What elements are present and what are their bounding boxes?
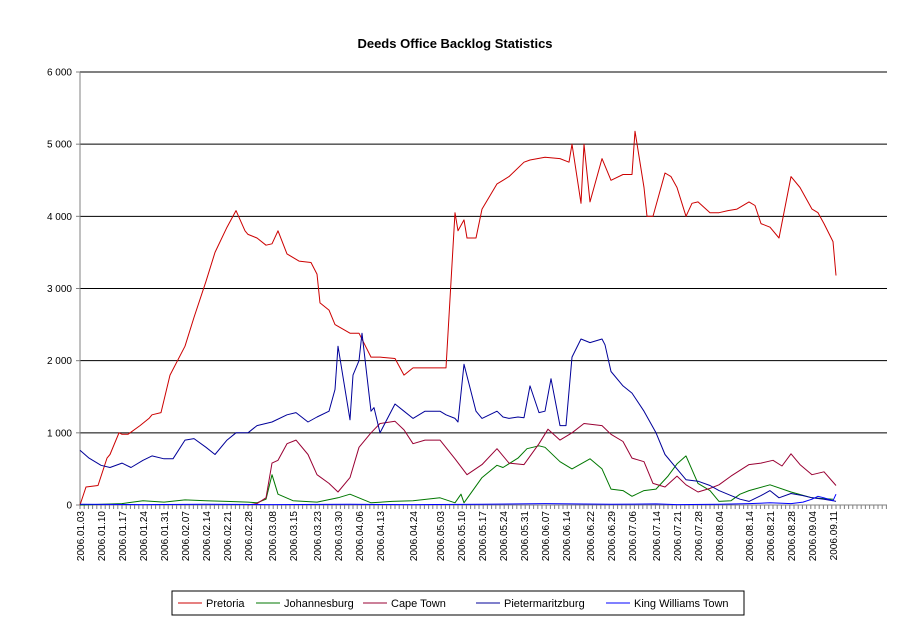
x-tick-label: 2006.05.31 xyxy=(520,511,531,561)
legend-label-pietermaritzburg: Pietermaritzburg xyxy=(504,598,585,610)
x-tick-label: 2006.06.22 xyxy=(586,511,597,561)
x-tick-label: 2006.03.30 xyxy=(334,511,345,561)
x-axis-tick-labels: 2006.01.03 2006.01.10 2006.01.17 2006.01.24… xyxy=(76,511,840,561)
x-tick-label: 2006.08.04 xyxy=(715,511,726,561)
x-tick-label: 2006.07.14 xyxy=(652,511,663,561)
x-tick-label: 2006.04.13 xyxy=(376,511,387,561)
x-tick-label: 2006.08.28 xyxy=(787,511,798,561)
y-tick-label: 4 000 xyxy=(47,212,72,223)
x-tick-label: 2006.01.10 xyxy=(97,511,108,561)
series-line-cape-town xyxy=(247,420,837,506)
y-tick-label: 1 000 xyxy=(47,428,72,439)
y-tick-label: 0 xyxy=(66,501,72,512)
x-tick-label: 2006.02.14 xyxy=(202,511,213,561)
series-line-pietermaritzburg xyxy=(79,332,837,502)
series-line-king-williams-town xyxy=(79,493,837,506)
x-tick-label: 2006.01.03 xyxy=(76,511,87,561)
x-tick-label: 2006.04.24 xyxy=(409,511,420,561)
legend: Pretoria Johannesburg Cape Town Pietermarit… xyxy=(171,590,745,616)
gridlines xyxy=(80,71,887,434)
x-tick-label: 2006.07.21 xyxy=(673,511,684,561)
y-tick-label: 5 000 xyxy=(47,140,72,151)
x-tick-label: 2006.03.08 xyxy=(268,511,279,561)
x-tick-label: 2006.05.24 xyxy=(499,511,510,561)
legend-items: Pretoria Johannesburg Cape Town Pietermarit… xyxy=(178,598,729,610)
x-tick-label: 2006.01.24 xyxy=(139,511,150,561)
x-tick-label: 2006.06.07 xyxy=(541,511,552,561)
x-tick-label: 2006.03.15 xyxy=(289,511,300,561)
y-tick-label: 3 000 xyxy=(47,284,72,295)
x-tick-label: 2006.05.10 xyxy=(457,511,468,561)
x-tick-label: 2006.02.07 xyxy=(181,511,192,561)
x-tick-label: 2006.01.31 xyxy=(160,511,171,561)
x-tick-label: 2006.01.17 xyxy=(118,511,129,561)
x-tick-label: 2006.05.03 xyxy=(436,511,447,561)
x-tick-label: 2006.06.29 xyxy=(607,511,618,561)
chart-title: Deeds Office Backlog Statistics xyxy=(357,36,552,51)
series-line-pretoria xyxy=(79,130,837,506)
y-tick-label: 2 000 xyxy=(47,356,72,367)
y-tick-label: 6 000 xyxy=(47,68,72,79)
x-tick-label: 2006.02.21 xyxy=(223,511,234,561)
x-tick-label: 2006.09.04 xyxy=(808,511,819,561)
x-tick-label: 2006.04.06 xyxy=(355,511,366,561)
y-axis-tick-labels: 0 1 000 2 000 3 000 4 000 5 000 6 000 xyxy=(47,68,72,512)
x-tick-label: 2006.02.28 xyxy=(244,511,255,561)
x-tick-label: 2006.07.28 xyxy=(694,511,705,561)
x-tick-label: 2006.03.23 xyxy=(313,511,324,561)
series-lines xyxy=(79,130,837,506)
x-tick-label: 2006.08.21 xyxy=(766,511,777,561)
legend-label-king-williams-town: King Williams Town xyxy=(634,598,729,610)
x-tick-label: 2006.06.14 xyxy=(562,511,573,561)
series-line-johannesburg xyxy=(79,445,834,506)
x-tick-label: 2006.05.17 xyxy=(478,511,489,561)
legend-label-cape-town: Cape Town xyxy=(391,598,446,610)
x-tick-label: 2006.07.06 xyxy=(628,511,639,561)
legend-label-pretoria: Pretoria xyxy=(206,598,245,610)
x-tick-label: 2006.08.14 xyxy=(745,511,756,561)
x-tick-label: 2006.09.11 xyxy=(829,511,840,561)
legend-label-johannesburg: Johannesburg xyxy=(284,598,354,610)
axes xyxy=(76,71,887,509)
